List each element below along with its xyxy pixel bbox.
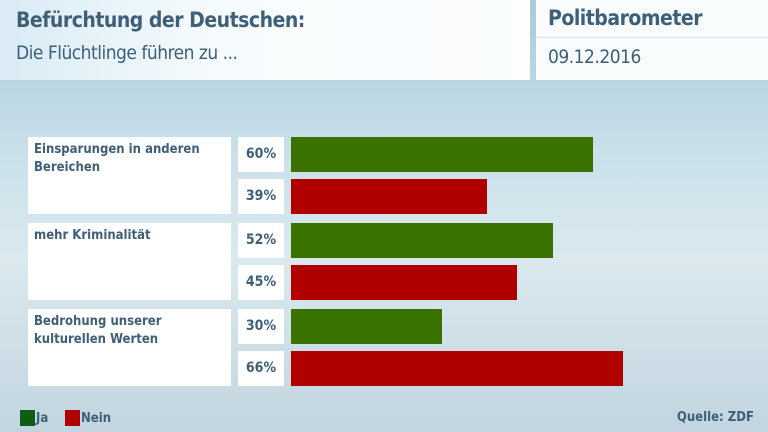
date: 09.12.2016 [548, 46, 641, 68]
category-label: mehr Kriminalität [28, 223, 231, 300]
category-label: Bedrohung unserer kulturellen Werten [28, 309, 231, 386]
legend-label-ja: Ja [36, 410, 49, 426]
data-label-nein: 66% [238, 351, 284, 386]
chart-title: Befürchtung der Deutschen: [16, 8, 305, 32]
data-label-nein: 45% [238, 265, 284, 300]
divider [536, 37, 768, 38]
legend-label-nein: Nein [81, 410, 112, 426]
legend-item-nein: Nein [65, 410, 111, 426]
source: Quelle: ZDF [676, 410, 754, 425]
data-label-ja: 60% [238, 137, 284, 172]
bar-nein [291, 351, 623, 386]
brand-panel: Politbarometer 09.12.2016 [536, 0, 768, 80]
data-label-ja: 52% [238, 223, 284, 258]
bar-nein [291, 179, 488, 214]
legend-item-ja: Ja [20, 410, 48, 426]
data-label-ja: 30% [238, 309, 284, 344]
bar-ja [291, 137, 593, 172]
bar-nein [291, 265, 518, 300]
title-panel: Befürchtung der Deutschen: Die Flüchtlin… [0, 0, 530, 80]
bar-ja [291, 309, 442, 344]
data-label-nein: 39% [238, 179, 284, 214]
brand-name: Politbarometer [548, 6, 703, 30]
category-label: Einsparungen in anderen Bereichen [28, 137, 231, 214]
bar-ja [291, 223, 553, 258]
chart-subtitle: Die Flüchtlinge führen zu ... [16, 42, 238, 64]
legend-swatch-ja [20, 410, 35, 426]
legend-swatch-nein [65, 410, 80, 426]
